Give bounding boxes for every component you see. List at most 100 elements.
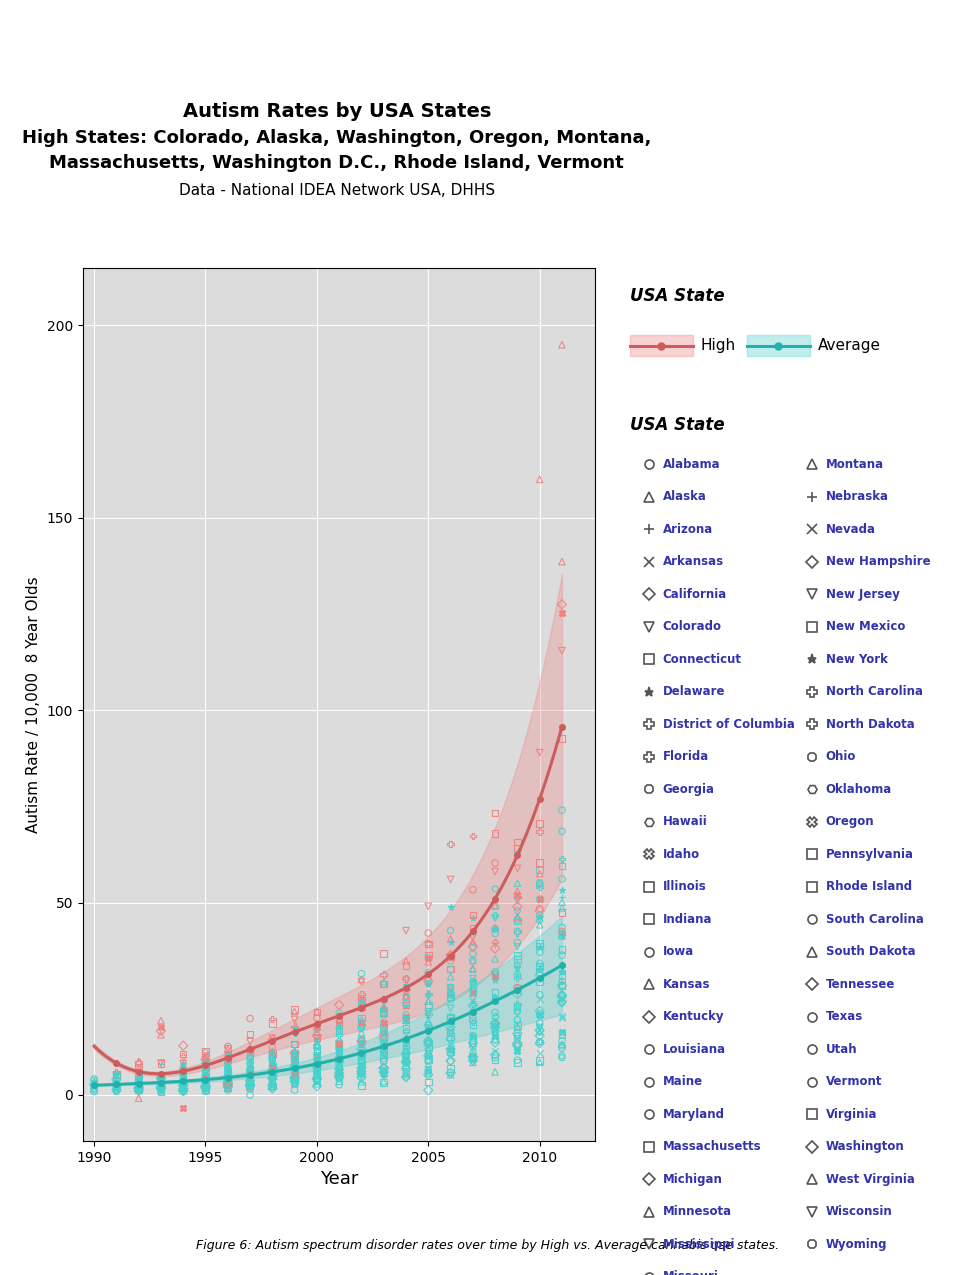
Point [242, 1071, 258, 1091]
Point [242, 1074, 258, 1094]
Point [331, 1037, 346, 1057]
Point [353, 972, 369, 992]
Point [176, 1072, 191, 1093]
Point [108, 1071, 124, 1091]
Point [153, 1021, 169, 1042]
Point [198, 1047, 214, 1067]
Point [443, 1038, 459, 1058]
Point [443, 870, 459, 890]
Point [176, 1057, 191, 1077]
Point [353, 1056, 369, 1076]
Point [487, 935, 503, 955]
Point [353, 1054, 369, 1075]
Point [554, 1021, 570, 1042]
Point [509, 984, 525, 1005]
Point [131, 1072, 146, 1093]
Point [376, 1002, 391, 1023]
Point [465, 908, 480, 928]
Text: North Carolina: North Carolina [826, 685, 922, 699]
Point [376, 1058, 391, 1079]
Point [509, 1049, 525, 1070]
Point [509, 907, 525, 927]
Point [465, 974, 480, 994]
Point [487, 964, 503, 984]
Point [465, 1052, 480, 1072]
Point [176, 1098, 191, 1118]
Point [487, 1033, 503, 1053]
Point [264, 1068, 280, 1089]
Point [153, 1076, 169, 1096]
Point [398, 1010, 414, 1030]
Point [353, 1061, 369, 1081]
Point [220, 1037, 235, 1057]
Point [353, 1063, 369, 1084]
Point [554, 551, 570, 571]
Point [331, 1015, 346, 1035]
Point [465, 993, 480, 1014]
Point [309, 1029, 325, 1049]
Point [331, 1062, 346, 1082]
Point [398, 1048, 414, 1068]
Point [176, 1068, 191, 1089]
Point [287, 1051, 303, 1071]
Point [532, 1025, 548, 1046]
Point [264, 1077, 280, 1098]
Point [309, 1068, 325, 1089]
Point [242, 1070, 258, 1090]
Point [220, 1048, 235, 1068]
Point [264, 1067, 280, 1088]
Point [309, 1070, 325, 1090]
Text: Wyoming: Wyoming [826, 1238, 887, 1251]
Point [264, 1074, 280, 1094]
Point [242, 1057, 258, 1077]
Point [153, 1081, 169, 1102]
Point [242, 1058, 258, 1079]
Point [153, 1070, 169, 1090]
Point [398, 988, 414, 1009]
Point [376, 1042, 391, 1062]
Point [198, 1079, 214, 1099]
Point [264, 1014, 280, 1034]
Point [554, 992, 570, 1012]
Point [398, 1065, 414, 1085]
Text: North Dakota: North Dakota [826, 718, 915, 731]
Point [443, 1012, 459, 1033]
Point [421, 994, 436, 1015]
Point [331, 1063, 346, 1084]
Text: South Carolina: South Carolina [826, 913, 923, 926]
Point [331, 1048, 346, 1068]
Point [376, 944, 391, 964]
Point [421, 973, 436, 993]
Point [353, 1062, 369, 1082]
Point [198, 1076, 214, 1096]
Point [443, 1051, 459, 1071]
Point [153, 1054, 169, 1075]
Point [309, 1017, 325, 1038]
Point [287, 1043, 303, 1063]
Point [554, 987, 570, 1007]
Point [532, 952, 548, 973]
Point [220, 1053, 235, 1074]
Point [376, 1065, 391, 1085]
Point [287, 1048, 303, 1068]
Point [443, 978, 459, 998]
Point [264, 1074, 280, 1094]
Point [287, 1080, 303, 1100]
Point [220, 1067, 235, 1088]
Point [198, 1072, 214, 1093]
Point [242, 1040, 258, 1061]
Point [443, 1029, 459, 1049]
Point [509, 1039, 525, 1060]
Point [353, 1031, 369, 1052]
Point [376, 972, 391, 992]
Point [242, 1058, 258, 1079]
Point [421, 1017, 436, 1038]
Point [309, 1054, 325, 1075]
Point [153, 1077, 169, 1098]
Point [176, 1054, 191, 1075]
Point [176, 1044, 191, 1065]
Point [198, 1046, 214, 1066]
Point [108, 1065, 124, 1085]
Point [443, 1043, 459, 1063]
Point [331, 1017, 346, 1038]
